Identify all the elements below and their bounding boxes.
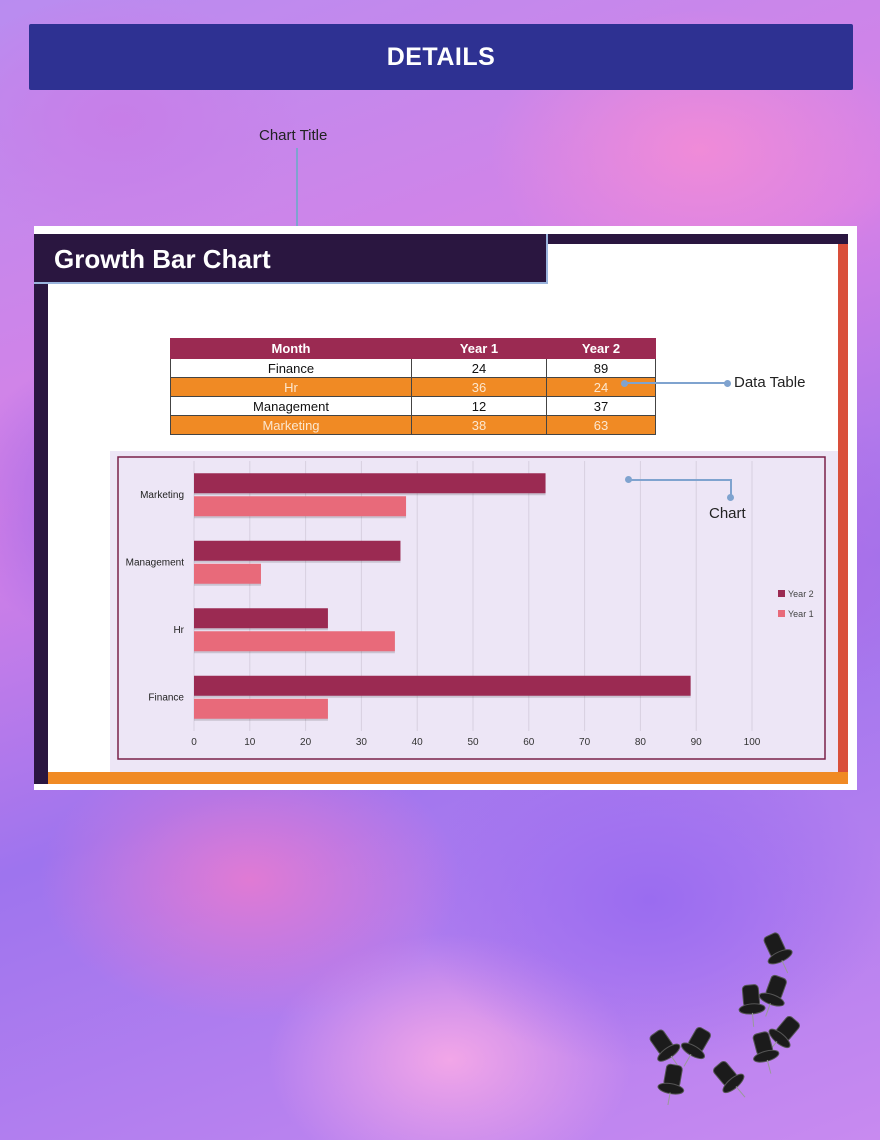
x-tick-label: 20 [300,737,312,748]
chart-callout-end-dot [727,494,734,501]
data-table-callout-dot [621,380,628,387]
x-tick-label: 90 [691,737,703,748]
frame-bottom [48,772,848,784]
push-pin-icon [680,1026,711,1067]
push-pin-icon [763,932,793,974]
table-cell: Management [170,396,412,416]
y-tick-label: Finance [148,692,184,703]
bar [194,675,691,696]
table-cell: 36 [411,377,547,397]
table-cell: Marketing [170,415,412,435]
push-pins-decoration [649,932,800,1105]
table-cell: 63 [546,415,656,435]
chart-title-callout-line [296,148,298,244]
legend-swatch [778,590,785,597]
bar [194,631,395,652]
push-pin-icon [767,1015,800,1053]
frame-left [34,234,48,784]
bar [194,540,401,561]
table-cell: 38 [411,415,547,435]
chart-callout-line-v [730,479,732,497]
push-pin-icon [713,1060,746,1098]
x-tick-label: 30 [356,737,368,748]
table-row: Finance 24 89 [170,358,656,378]
frame-right [838,244,848,774]
chart-card: Growth Bar Chart Month Year 1 Year 2 Fin… [34,226,857,790]
table-cell: 37 [546,396,656,416]
legend-label: Year 2 [788,589,814,599]
legend-label: Year 1 [788,609,814,619]
table-header-year1: Year 1 [411,338,547,359]
x-tick-label: 40 [412,737,424,748]
card-title: Growth Bar Chart [54,244,271,274]
table-cell: 12 [411,396,547,416]
chart-area: 0 10 20 30 40 50 60 70 80 90 100 Finance Hr Managemen… [110,451,838,772]
table-cell: Finance [170,358,412,378]
x-tick-label: 10 [244,737,256,748]
table-cell: 24 [546,377,656,397]
push-pin-icon [758,974,787,1017]
legend-swatch [778,610,785,617]
table-header-month: Month [170,338,412,359]
table-row: Hr 36 24 [170,377,656,397]
plot-border [117,456,826,760]
y-tick-label: Management [126,557,185,568]
y-tick-label: Hr [173,625,184,636]
table-cell: 89 [546,358,656,378]
table-row: Management 12 37 [170,396,656,416]
bar [194,563,261,584]
bar [194,608,328,629]
bar [194,473,546,494]
details-header: DETAILS [29,24,853,90]
x-tick-label: 0 [191,737,197,748]
data-table-callout-end-dot [724,380,731,387]
table-cell: Hr [170,377,412,397]
table-row: Marketing 38 63 [170,415,656,435]
table-cell: 24 [411,358,547,378]
push-pin-icon [649,1029,681,1068]
push-pin-icon [657,1063,685,1105]
chart-callout-line-h [629,479,732,481]
push-pin-icon [738,984,766,1027]
x-tick-label: 100 [744,737,761,748]
x-tick-label: 60 [523,737,535,748]
details-title: DETAILS [386,42,496,71]
data-table-callout-line [625,382,728,384]
data-table-callout-label: Data Table [734,374,806,391]
table-header-row: Month Year 1 Year 2 [170,338,656,359]
bar [194,496,407,517]
chart-callout-label: Chart [709,505,746,522]
chart-callout-dot [625,476,632,483]
bar-chart: 0 10 20 30 40 50 60 70 80 90 100 Finance Hr Managemen… [117,456,826,760]
card-title-band: Growth Bar Chart [34,234,548,284]
chart-title-callout-label: Chart Title [259,127,328,144]
x-tick-label: 80 [635,737,647,748]
y-tick-label: Marketing [140,490,184,501]
push-pin-icon [752,1031,780,1074]
table-header-year2: Year 2 [546,338,656,359]
data-table: Month Year 1 Year 2 Finance 24 89 Hr 36 … [170,338,656,435]
x-tick-label: 70 [579,737,591,748]
x-tick-label: 50 [467,737,479,748]
bar [194,698,328,719]
